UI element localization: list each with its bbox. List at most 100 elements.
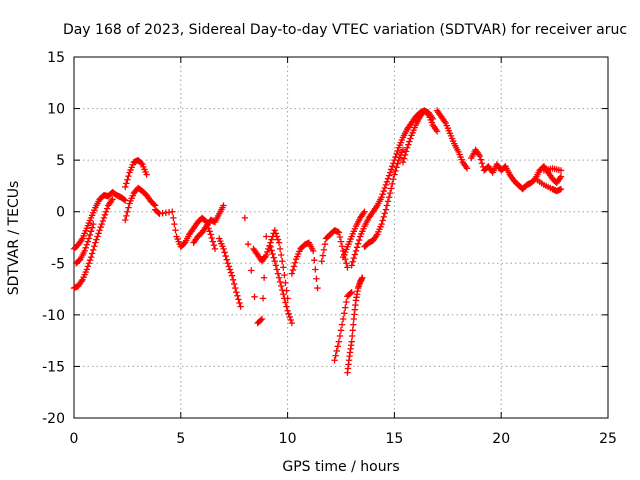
data-point (280, 264, 287, 271)
data-point (122, 216, 129, 224)
data-point (279, 286, 286, 294)
data-point (339, 315, 347, 323)
data-point (92, 239, 99, 246)
data-point (382, 206, 390, 213)
data-point (267, 243, 274, 250)
data-point (123, 212, 130, 220)
data-point (82, 244, 89, 252)
data-point (220, 245, 227, 253)
data-point (320, 246, 328, 254)
data-point (232, 284, 239, 292)
data-point (389, 163, 396, 170)
data-point (259, 295, 267, 302)
data-point (276, 278, 284, 286)
data-point (270, 254, 277, 261)
data-point (125, 172, 132, 180)
data-point (338, 321, 346, 328)
data-point (429, 115, 437, 123)
y-tick-label: 15 (47, 50, 65, 66)
data-point (97, 223, 104, 231)
data-point (170, 214, 177, 222)
data-point (231, 280, 238, 288)
data-point (288, 319, 296, 327)
data-point (244, 241, 252, 248)
data-point (394, 147, 401, 155)
data-point (318, 258, 325, 265)
data-point (109, 196, 116, 203)
data-point (287, 316, 295, 324)
data-point (557, 185, 565, 193)
data-point (282, 299, 289, 306)
x-tick-label: 10 (279, 431, 297, 447)
data-point (85, 235, 93, 242)
data-point (389, 180, 396, 188)
grid (74, 57, 608, 418)
data-point (87, 253, 95, 261)
data-point (273, 233, 281, 240)
data-point (100, 214, 108, 222)
data-point (211, 245, 219, 253)
x-tick-label: 25 (599, 431, 617, 447)
data-point (399, 159, 407, 166)
data-point (258, 315, 266, 323)
data-point (557, 173, 565, 180)
data-point (313, 275, 320, 282)
axis-ticks: 0 5 10 15 20 25 -20 -15 -10 -5 0 5 10 15 (42, 50, 617, 447)
data-point (405, 141, 412, 148)
data-point (103, 205, 111, 212)
data-point (337, 327, 345, 334)
data-point (281, 271, 288, 279)
data-point (382, 181, 390, 189)
data-point (210, 242, 218, 249)
data-point (319, 252, 327, 259)
data-point (386, 189, 394, 197)
data-point (86, 231, 94, 239)
data-point (350, 321, 357, 328)
data-point (122, 197, 129, 204)
data-point (338, 243, 346, 250)
data-point (314, 284, 321, 292)
data-point (90, 246, 97, 254)
data-point (404, 144, 411, 151)
data-point (275, 274, 283, 281)
chart-title: Day 168 of 2023, Sidereal Day-to-day VTE… (63, 22, 627, 38)
data-point (334, 343, 341, 350)
data-point (361, 208, 368, 215)
data-point (241, 214, 249, 222)
data-point (402, 148, 410, 155)
x-tick-label: 0 (70, 431, 79, 447)
data-point (98, 220, 105, 228)
data-point (392, 167, 399, 175)
data-point (341, 310, 348, 317)
data-point (172, 227, 179, 234)
data-point (209, 238, 217, 245)
data-point (275, 239, 283, 246)
data-point (286, 313, 293, 321)
data-point (208, 234, 215, 242)
data-point (229, 276, 237, 283)
data-point (93, 236, 100, 243)
data-point (266, 242, 273, 249)
data-point (277, 282, 285, 290)
data-point (101, 211, 109, 219)
data-point (88, 250, 96, 257)
data-point (385, 194, 393, 201)
data-point (359, 274, 366, 281)
y-tick-label: -20 (42, 411, 65, 427)
data-point (350, 254, 358, 262)
data-point (289, 266, 297, 274)
y-tick-label: 0 (56, 205, 65, 221)
y-tick-label: -15 (42, 359, 65, 375)
y-axis-label: SDTVAR / TECUs (6, 181, 22, 296)
data-point (248, 267, 255, 274)
data-point (401, 151, 409, 159)
data-point (207, 231, 214, 238)
data-point (349, 332, 356, 340)
data-point (268, 247, 275, 254)
data-point (378, 194, 385, 201)
y-tick-label: 5 (56, 153, 65, 169)
data-point (348, 338, 355, 345)
data-point (277, 251, 285, 259)
data-point (384, 175, 392, 182)
